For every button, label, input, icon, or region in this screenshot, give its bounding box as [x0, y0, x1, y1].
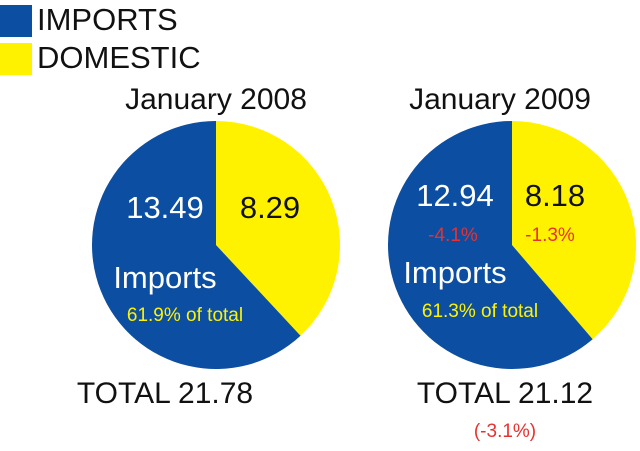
share-label: Imports	[113, 260, 216, 295]
legend-label: DOMESTIC	[37, 40, 201, 75]
legend-swatch	[0, 5, 32, 37]
total-label: TOTAL 21.12	[417, 377, 593, 410]
share-value: 61.3% of total	[422, 301, 538, 322]
pie-slice	[216, 121, 340, 336]
chart-title: January 2008	[125, 83, 307, 116]
value-label: 8.29	[240, 190, 300, 225]
value-label: 8.18	[525, 178, 585, 213]
legend-label: IMPORTS	[37, 2, 178, 37]
value-label: 12.94	[416, 178, 494, 213]
share-value: 61.9% of total	[127, 305, 243, 326]
pie-slice	[387, 121, 593, 369]
total-change: (-3.1%)	[474, 421, 536, 442]
legend-swatch	[0, 43, 32, 75]
pie-slice	[91, 121, 301, 370]
value-label: 13.49	[126, 190, 204, 225]
total-label: TOTAL 21.78	[77, 377, 253, 410]
share-label: Imports	[403, 255, 506, 290]
change-label: -1.3%	[525, 225, 575, 246]
change-label: -4.1%	[428, 225, 478, 246]
chart-title: January 2009	[409, 83, 591, 116]
pie-slice	[512, 121, 636, 340]
